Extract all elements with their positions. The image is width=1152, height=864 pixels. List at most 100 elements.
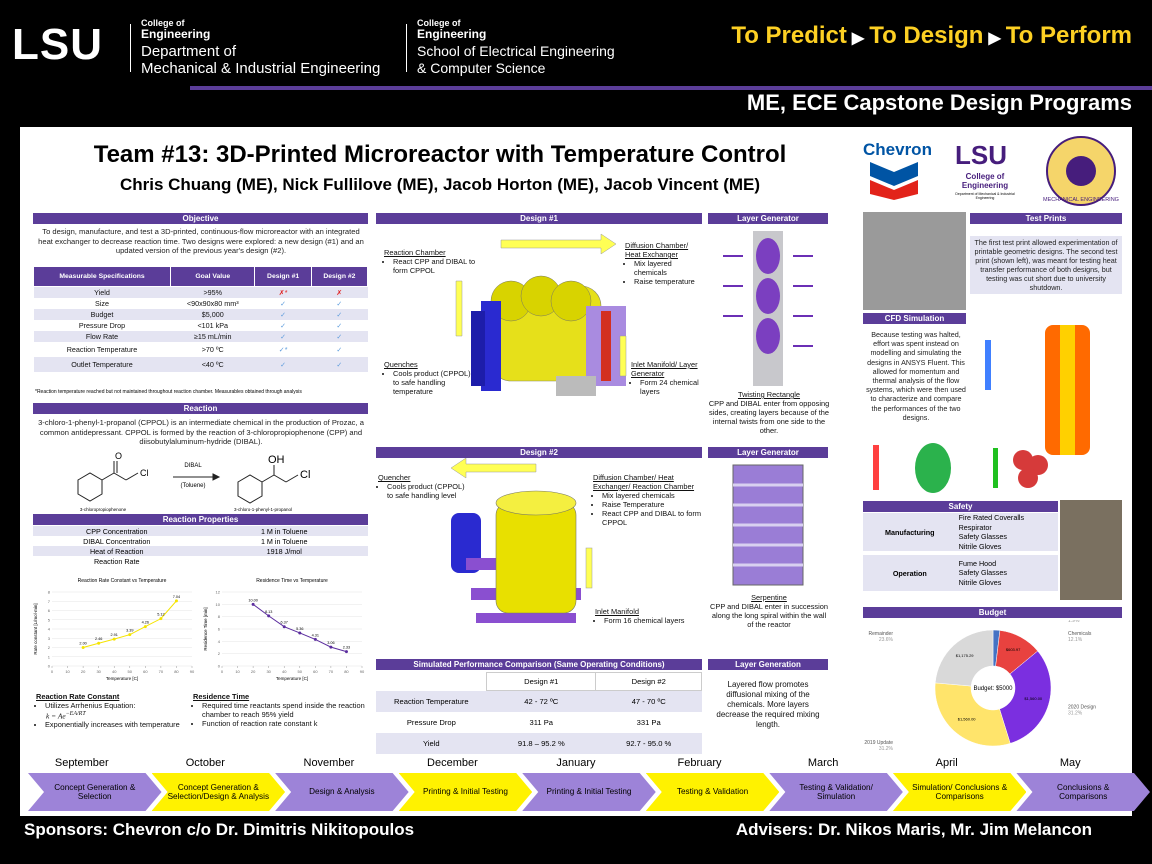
chart: Residence Time vs Temperature 0 2 4 6 8 10 12 0 1… [203, 578, 365, 681]
tagline-item: To Predict [731, 22, 847, 49]
items: Fume Hood Safety Glasses Nitrile Gloves [957, 553, 1058, 593]
category-label: Chemicals [1068, 631, 1092, 637]
bullet: React CPP and DIBAL to form CPPOL [393, 257, 484, 275]
cell: >95% [203, 287, 223, 297]
percent-label: 12.1% [1068, 637, 1083, 643]
point [112, 637, 116, 641]
safety-table: Manufacturing Fire Rated Coveralls Respira… [863, 513, 1058, 595]
x-tick-label: 0 [51, 669, 54, 674]
month: November [303, 757, 355, 769]
point [298, 631, 302, 635]
reaction-text: 3-chloro-1-phenyl-1-propanol (CPPOL) is … [38, 418, 364, 447]
data-label: 2.33 [343, 646, 350, 650]
row: DIBAL Concentration 1 M in Toluene [33, 536, 368, 546]
comparison-table: Design #1 Design #2 Reaction Temperature 42… [376, 672, 702, 754]
spec-table: Measurable Specifications Goal Value Desig… [33, 266, 369, 372]
y-tick-label: 5 [48, 617, 51, 622]
y-tick-label: 12 [216, 590, 221, 595]
percent-label: 23.6% [879, 637, 894, 643]
point [267, 614, 271, 618]
cell: ✗* [278, 287, 288, 297]
reagent: DIBAL [184, 463, 202, 469]
layer-text: Twisting Rectangle CPP and DIBAL enter fr… [708, 390, 830, 435]
cfd-images [873, 443, 1048, 493]
cell: <40 ºC [201, 359, 224, 369]
cell: ✓ [336, 320, 343, 330]
amount-label: $1,560.00 [958, 717, 977, 722]
section-heading: Safety [863, 501, 1058, 512]
row: Reaction Temperature 42 - 72 ºC 47 - 70 ºC [376, 690, 702, 712]
phase: Concept Generation & Selection [28, 773, 162, 811]
atom: Cl [140, 468, 149, 478]
bullet: Function of reaction rate constant k [202, 719, 365, 728]
x-tick-label: 80 [174, 669, 179, 674]
cell: ✗ [336, 287, 343, 297]
y-tick-label: 8 [218, 614, 221, 619]
month: October [185, 757, 225, 769]
phase: Concept Generation & Selection/Design & … [151, 773, 286, 811]
section-heading: Budget [863, 607, 1122, 618]
college: College of Engineering [141, 18, 211, 41]
header-cell: Design #1 [486, 672, 597, 691]
bullet: Mix layered chemicals [634, 259, 705, 277]
atom: OH [268, 454, 285, 466]
divider [130, 24, 131, 72]
point [97, 641, 101, 645]
molecule [77, 461, 299, 504]
department: Department of Mechanical & Industrial Eng… [141, 43, 381, 77]
cell: >70 ºC [201, 344, 224, 354]
data-label: 7.04 [173, 595, 180, 599]
cell: <101 kPa [197, 320, 229, 330]
cell: ✓ [280, 309, 287, 319]
bullets: Mix layered chemicalsRaise temperature [625, 259, 705, 286]
phase: Conclusions & Comparisons [1016, 773, 1150, 811]
x-tick-label: 10 [235, 669, 240, 674]
section-heading: CFD Simulation [863, 313, 966, 324]
category-label: 2019 Update [864, 740, 893, 746]
cell: ≥15 mL/min [193, 331, 232, 341]
point [329, 645, 333, 649]
design1-render [455, 233, 627, 396]
point [313, 637, 317, 641]
cell: ✓ [336, 298, 343, 308]
point [174, 599, 178, 603]
cell: 1 M in Toluene [260, 536, 308, 546]
month: March [807, 757, 839, 769]
cell: Outlet Temperature [71, 359, 133, 369]
bullet: Raise temperature [634, 277, 705, 286]
category-label: Remainder [869, 631, 894, 637]
bullets: Required time reactants spend inside the… [193, 701, 365, 728]
callout: Inlet Manifold/ Layer GeneratorForm 24 c… [631, 360, 703, 396]
data-label: 3.39 [126, 629, 133, 633]
row-label: Yield [423, 738, 440, 748]
bullets: Cools product (CPPOL) to safe handling l… [378, 482, 470, 500]
month: December [427, 757, 478, 769]
objective-text: To design, manufacture, and test a 3D-pr… [38, 227, 364, 256]
y-tick-label: 6 [48, 608, 51, 613]
x-tick-label: 60 [313, 669, 318, 674]
category: Manufacturing [885, 527, 935, 537]
x-tick-label: 60 [143, 669, 148, 674]
program: ME, ECE Capstone Design Programs [746, 90, 1132, 115]
callout: QuencherCools product (CPPOL) to safe ha… [378, 473, 470, 500]
cell: Reaction Temperature [66, 344, 138, 354]
row: Heat of Reaction 1918 J/mol [33, 546, 368, 556]
y-axis-label: Rate constant [L/mol·min] [33, 603, 38, 654]
bullet: Form 16 chemical layers [604, 616, 695, 625]
table: Measurable Specifications Goal Value Desig… [33, 266, 369, 372]
arrow: ▶ [851, 30, 865, 47]
tagline: To Predict ▶ To Design ▶ To Perform [731, 22, 1132, 50]
section-heading: Layer Generation [708, 659, 828, 670]
cell: ✓ [280, 298, 287, 308]
cell: ✓ [336, 359, 343, 369]
month: January [556, 757, 596, 769]
bullet: React CPP and DIBAL to form CPPOL [602, 509, 703, 527]
point [159, 617, 163, 621]
y-tick-label: 4 [48, 627, 51, 632]
cell: <90x90x80 mm³ [186, 298, 239, 308]
row: Pressure Drop <101 kPa ✓ ✓ [33, 319, 368, 331]
header-cell [376, 673, 487, 691]
point [344, 650, 348, 654]
y-tick-label: 4 [218, 639, 221, 644]
cell: ✓ [336, 331, 343, 341]
